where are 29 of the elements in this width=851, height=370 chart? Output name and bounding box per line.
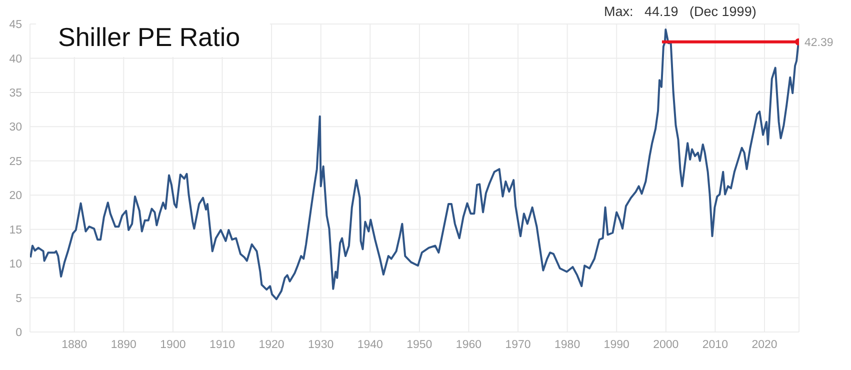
chart-title: Shiller PE Ratio [36, 22, 270, 57]
x-tick-label: 1960 [456, 339, 482, 352]
line-series [30, 28, 799, 300]
y-tick-label: 5 [16, 292, 22, 305]
x-tick-label: 1940 [357, 339, 383, 352]
x-tick-label: 1890 [110, 339, 136, 352]
data-label: 42.39 [804, 36, 834, 49]
x-tick-label: 1910 [209, 339, 236, 352]
x-tick-label: 1950 [406, 339, 432, 352]
x-tick-label: 1990 [604, 339, 630, 352]
x-tick-label: 1880 [62, 339, 88, 352]
x-tick-label: 2000 [653, 339, 679, 352]
y-tick-label: 15 [9, 224, 22, 236]
x-tick-label: 1970 [505, 339, 531, 352]
text: Max: 44.19 (Dec 1999) [598, 4, 762, 19]
y-tick-label: 35 [9, 88, 22, 100]
x-tick-label: 2020 [752, 339, 778, 352]
y-tick-label: 40 [9, 53, 22, 66]
x-tick-label: 1930 [308, 339, 334, 352]
y-tick-label: 45 [9, 19, 22, 32]
y-tick-label: 10 [9, 258, 22, 271]
x-tick-label: 1920 [258, 339, 284, 352]
y-tick-label: 20 [9, 190, 22, 202]
x-tick-label: 1900 [160, 339, 186, 352]
y-tick-label: 25 [9, 156, 22, 168]
x-tick-label: 1980 [554, 339, 580, 352]
y-tick-label: 30 [9, 122, 22, 134]
x-tick-label: 2010 [702, 339, 728, 352]
y-tick-label: 0 [16, 327, 22, 340]
